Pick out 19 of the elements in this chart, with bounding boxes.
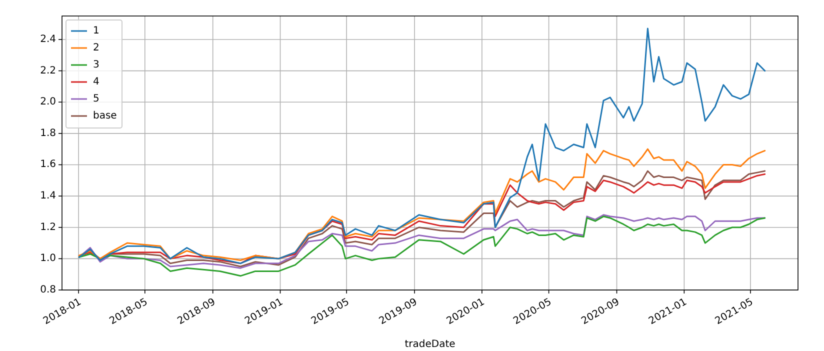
line-series xyxy=(78,148,766,261)
x-axis-title: tradeDate xyxy=(404,339,456,350)
y-tick-label: 2.2 xyxy=(40,65,56,76)
line-series xyxy=(78,28,766,264)
y-tick-label: 1.0 xyxy=(40,253,56,264)
legend-label: 2 xyxy=(93,42,100,54)
legend-label: 1 xyxy=(93,26,100,36)
y-tick-label: 1.2 xyxy=(40,222,56,233)
legend-label: 4 xyxy=(93,76,100,88)
y-tick-label: 0.8 xyxy=(40,284,56,296)
line-series xyxy=(78,216,766,277)
y-tick-label: 1.4 xyxy=(40,190,56,202)
y-tick-label: 2.4 xyxy=(40,34,56,45)
legend-label: base xyxy=(93,110,117,122)
y-tick-label: 2.0 xyxy=(40,96,56,108)
y-tick-label: 1.8 xyxy=(40,128,56,139)
legend-label: 3 xyxy=(93,60,100,70)
y-tick-label: 1.6 xyxy=(40,159,56,170)
legend-label: 5 xyxy=(93,94,100,104)
